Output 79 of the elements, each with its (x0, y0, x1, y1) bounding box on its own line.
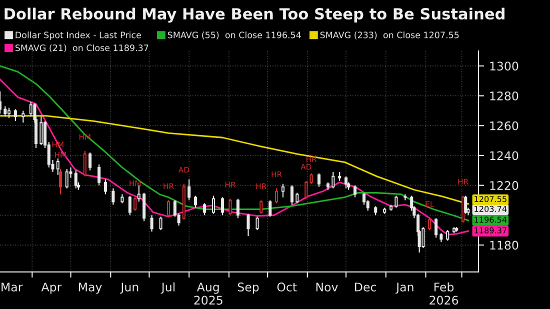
data-label: 1196.54 (474, 216, 507, 223)
candlestick (221, 196, 224, 216)
line-series (0, 115, 469, 205)
candlestick (304, 180, 308, 200)
candlestick (29, 101, 32, 118)
legend-label: SMAVG (233) on Close 1207.55 (320, 32, 459, 40)
x-tick-label: Jul (160, 282, 175, 294)
legend-label: SMAVG (55) on Close 1196.54 (168, 32, 301, 40)
candlestick (317, 172, 321, 188)
candlestick (256, 216, 259, 231)
candlestick (14, 108, 17, 122)
candlestick (434, 218, 438, 238)
candlestick (104, 178, 107, 195)
candlestick (22, 110, 25, 124)
x-tick-label: Nov (316, 282, 338, 292)
candlestick (428, 218, 432, 231)
candlestick (296, 192, 299, 204)
data-label: 1189.37 (474, 227, 506, 234)
candlestick (268, 200, 272, 218)
line-series (0, 78, 469, 236)
x-tick-label: Oct (277, 282, 297, 292)
candlestick (88, 152, 92, 171)
candlestick (134, 196, 137, 212)
text: 1203.74 (474, 206, 507, 212)
candlestick (159, 216, 162, 231)
candlestick (142, 192, 146, 222)
candlestick (281, 183, 284, 198)
x-tick-label: Dec (355, 282, 376, 292)
y-tick-label: 1300 (490, 62, 518, 71)
candlestick (290, 184, 294, 206)
candlestick (7, 107, 11, 119)
x-tick-label: Jan (395, 282, 414, 294)
candlestick (464, 195, 468, 214)
candlestick (362, 192, 366, 206)
y-tick-label: 1260 (490, 121, 518, 130)
legend-label: Dollar Spot Index - Last Price (16, 32, 141, 40)
candlestick (344, 176, 348, 189)
candlestick (40, 116, 43, 146)
candlestick (422, 226, 425, 249)
candlestick (203, 202, 206, 216)
candlestick (150, 214, 154, 232)
legend-label: SMAVG (21) on Close 1189.37 (15, 44, 148, 52)
y-tick-label: 1280 (490, 91, 518, 100)
candlestick (4, 106, 7, 118)
y-tick-label: 1240 (490, 151, 518, 160)
candlestick (65, 168, 68, 189)
candlestick (194, 195, 198, 208)
candlestick (188, 178, 191, 201)
candlestick (332, 171, 335, 189)
x-tick-label: Apr (41, 282, 62, 294)
x-tick-label: Feb 2026 (430, 282, 458, 305)
x-tick-label: May (78, 282, 102, 294)
candlestick (446, 230, 450, 242)
candlestick (112, 188, 115, 206)
candlestick (74, 170, 78, 189)
candlestick (56, 158, 60, 176)
data-label: 1207.55 (474, 196, 506, 202)
candlestick (58, 168, 62, 195)
candlestick (83, 150, 86, 177)
y-tick-label: 1220 (490, 181, 518, 190)
candlestick (166, 200, 170, 218)
candlestick (236, 198, 240, 219)
candlestick (275, 188, 278, 204)
line-series (0, 65, 469, 222)
chart-title: Dollar Rebound May Have Been Too Steep to Be Sustained (4, 8, 504, 23)
x-tick-label: Sep (238, 282, 259, 294)
x-tick-label: Mar (2, 282, 23, 292)
candlestick (354, 184, 357, 198)
candlestick (228, 198, 232, 216)
candlestick (212, 195, 216, 214)
candlestick (128, 195, 132, 216)
candlestick (246, 213, 250, 237)
x-tick-label: Jun (120, 282, 138, 294)
candlestick (260, 200, 263, 214)
candlestick (394, 195, 398, 208)
candlestick (310, 172, 313, 184)
candlestick (98, 164, 101, 186)
x-tick-label: Aug 2025 (194, 282, 222, 305)
y-tick-label: 1180 (490, 240, 518, 250)
